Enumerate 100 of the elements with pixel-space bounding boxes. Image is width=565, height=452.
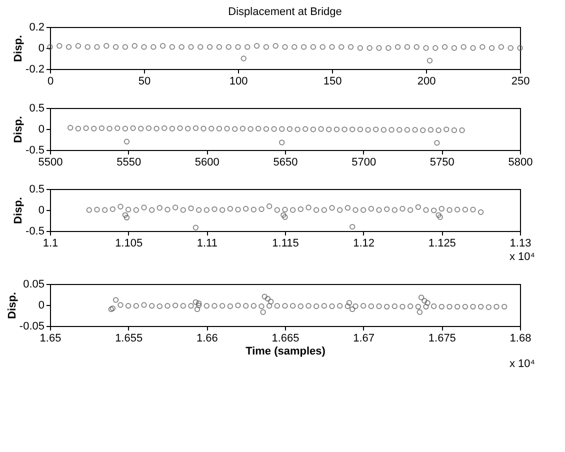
- point: [404, 44, 410, 50]
- y-axis-title: Disp.: [12, 197, 25, 224]
- point: [94, 206, 100, 212]
- point: [454, 206, 460, 212]
- point: [313, 207, 320, 213]
- point: [274, 207, 280, 213]
- x-tick-label: 5700: [352, 156, 376, 168]
- point: [280, 212, 286, 218]
- point: [271, 126, 277, 132]
- x-tick-label: 1.655: [115, 332, 143, 344]
- point: [196, 207, 202, 213]
- point: [192, 125, 199, 131]
- point: [180, 207, 186, 213]
- point: [300, 44, 307, 50]
- x-tick-label: 1.65: [40, 332, 62, 344]
- point: [68, 124, 74, 131]
- point: [517, 45, 523, 51]
- point: [451, 127, 458, 134]
- point: [434, 140, 440, 146]
- point: [263, 44, 270, 50]
- y-tick-label: -0.5: [26, 226, 44, 238]
- point: [208, 126, 214, 132]
- point: [420, 127, 426, 134]
- point: [329, 44, 335, 50]
- point: [75, 126, 82, 132]
- x-tick-label: 0: [47, 76, 54, 88]
- point: [279, 140, 285, 146]
- point: [232, 126, 238, 132]
- y-tick-label: 0.05: [23, 278, 44, 290]
- point: [124, 138, 130, 144]
- point: [460, 44, 466, 50]
- x-tick-label: 1.12: [353, 238, 375, 250]
- point: [141, 204, 147, 210]
- x-tick-label: 50: [138, 76, 151, 88]
- point: [386, 45, 392, 51]
- point: [91, 126, 97, 132]
- point: [102, 207, 108, 213]
- y-tick-label: 0.5: [29, 184, 44, 196]
- point: [470, 45, 476, 51]
- y-tick-label: 0.2: [29, 22, 44, 34]
- x-tick-label: 5600: [194, 156, 220, 168]
- point: [250, 206, 257, 212]
- point: [112, 44, 119, 50]
- point: [83, 125, 89, 131]
- point: [320, 44, 326, 50]
- point: [133, 207, 140, 213]
- point: [185, 126, 191, 132]
- point: [446, 207, 452, 213]
- point: [146, 125, 152, 131]
- point: [198, 44, 204, 50]
- point: [415, 204, 422, 210]
- y-tick-label: -0.2: [26, 64, 44, 76]
- y-tick-label: 0: [38, 300, 44, 312]
- point: [376, 207, 382, 213]
- point: [436, 127, 442, 134]
- x-tick-label: 1.68: [510, 332, 532, 344]
- point: [438, 206, 445, 212]
- point: [310, 126, 316, 132]
- point: [292, 44, 298, 50]
- point: [344, 205, 351, 211]
- text: x 10⁴: [509, 251, 536, 263]
- point: [178, 44, 184, 50]
- point: [66, 44, 72, 50]
- y-axis-title: Disp.: [12, 35, 25, 62]
- point: [122, 212, 128, 218]
- point: [169, 126, 176, 132]
- x-axis-title: Time (samples): [246, 346, 326, 358]
- point: [200, 126, 206, 132]
- point: [240, 126, 246, 132]
- point: [357, 45, 364, 51]
- y-tick-label: 0: [38, 204, 44, 216]
- x-tick-label: 5550: [116, 156, 142, 168]
- point: [118, 204, 124, 210]
- point: [263, 126, 270, 132]
- point: [148, 207, 155, 213]
- point: [451, 45, 458, 51]
- point: [478, 209, 484, 215]
- point: [94, 44, 100, 50]
- point: [258, 206, 264, 212]
- x-tick-label: 1.13: [510, 238, 532, 250]
- point: [388, 127, 394, 133]
- y-axis-title: Disp.: [6, 292, 18, 319]
- y-tick-label: 0: [38, 124, 44, 136]
- chart-title: Displacement at Bridge: [228, 6, 342, 18]
- point: [334, 126, 340, 132]
- point: [365, 127, 371, 133]
- y-tick-label: -0.5: [26, 144, 44, 156]
- point: [290, 207, 296, 213]
- point: [423, 45, 429, 51]
- point: [84, 44, 90, 50]
- point: [138, 126, 144, 132]
- point: [169, 44, 176, 50]
- x-tick-label: 1.66: [196, 332, 218, 344]
- point: [156, 205, 163, 211]
- point: [302, 126, 308, 132]
- point: [206, 44, 213, 50]
- point: [414, 44, 420, 50]
- x-tick-label: 1.105: [115, 238, 143, 250]
- point: [235, 44, 241, 50]
- point: [286, 126, 293, 132]
